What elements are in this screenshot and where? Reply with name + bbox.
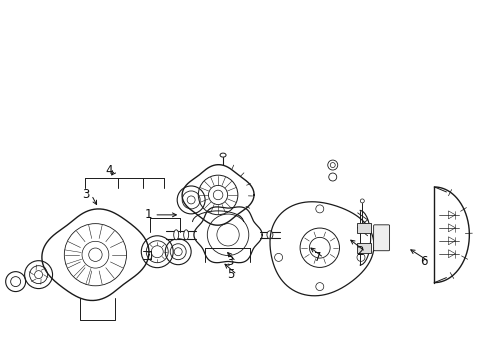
Text: 2: 2 bbox=[356, 245, 364, 258]
Ellipse shape bbox=[220, 153, 226, 157]
Ellipse shape bbox=[267, 231, 273, 239]
Ellipse shape bbox=[184, 230, 189, 240]
Bar bbox=[357, 223, 370, 233]
Text: 4: 4 bbox=[106, 163, 113, 176]
Text: 7: 7 bbox=[314, 251, 321, 264]
Ellipse shape bbox=[173, 230, 179, 240]
Text: 3: 3 bbox=[226, 255, 234, 268]
Bar bbox=[357, 243, 370, 253]
Text: 1: 1 bbox=[145, 208, 152, 221]
Text: 5: 5 bbox=[227, 268, 235, 281]
FancyBboxPatch shape bbox=[374, 225, 390, 251]
Text: 3: 3 bbox=[82, 188, 89, 202]
Text: 6: 6 bbox=[420, 255, 427, 268]
